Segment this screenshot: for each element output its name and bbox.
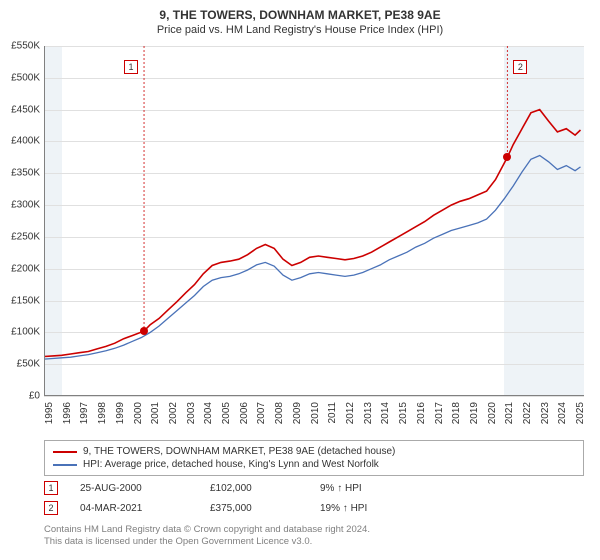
x-tick-label: 2025 — [575, 402, 586, 424]
y-tick-label: £50K — [0, 359, 40, 370]
x-tick-label: 2007 — [256, 402, 267, 424]
markers-table: 1 25-AUG-2000£102,0009% ↑ HPI 2 04-MAR-2021… — [44, 478, 584, 518]
marker-table-diff: 19% ↑ HPI — [320, 503, 440, 514]
x-tick-label: 2010 — [310, 402, 321, 424]
marker-box-2: 2 — [513, 60, 527, 74]
marker-table-row: 1 25-AUG-2000£102,0009% ↑ HPI — [44, 478, 584, 498]
x-tick-label: 2018 — [451, 402, 462, 424]
attribution-line-1: Contains HM Land Registry data © Crown c… — [44, 524, 584, 536]
marker-table-box: 2 — [44, 501, 58, 515]
x-tick-label: 2003 — [186, 402, 197, 424]
x-tick-label: 2006 — [239, 402, 250, 424]
x-tick-label: 2015 — [398, 402, 409, 424]
series-lines — [44, 46, 584, 396]
x-tick-label: 1997 — [79, 402, 90, 424]
x-tick-label: 2014 — [380, 402, 391, 424]
marker-table-date: 25-AUG-2000 — [80, 483, 210, 494]
x-axis-line — [44, 395, 584, 396]
y-tick-label: £0 — [0, 391, 40, 402]
marker-table-row: 2 04-MAR-2021£375,00019% ↑ HPI — [44, 498, 584, 518]
chart-subtitle: Price paid vs. HM Land Registry's House … — [0, 22, 600, 44]
x-tick-label: 2002 — [168, 402, 179, 424]
legend-row: 9, THE TOWERS, DOWNHAM MARKET, PE38 9AE … — [53, 445, 575, 458]
x-tick-label: 2001 — [150, 402, 161, 424]
legend-row: HPI: Average price, detached house, King… — [53, 458, 575, 471]
y-tick-label: £400K — [0, 136, 40, 147]
x-tick-label: 2011 — [327, 402, 338, 424]
y-tick-label: £550K — [0, 41, 40, 52]
y-tick-label: £250K — [0, 231, 40, 242]
x-tick-label: 2023 — [540, 402, 551, 424]
x-tick-label: 2016 — [416, 402, 427, 424]
attribution-line-2: This data is licensed under the Open Gov… — [44, 536, 584, 548]
y-tick-label: £450K — [0, 104, 40, 115]
legend-swatch — [53, 451, 77, 453]
y-tick-label: £200K — [0, 263, 40, 274]
x-tick-label: 2017 — [434, 402, 445, 424]
y-tick-label: £350K — [0, 168, 40, 179]
x-tick-label: 2012 — [345, 402, 356, 424]
plot-area: 12 — [44, 46, 584, 396]
marker-table-price: £375,000 — [210, 503, 320, 514]
marker-box-1: 1 — [124, 60, 138, 74]
marker-dot-2 — [503, 153, 511, 161]
x-tick-label: 1999 — [115, 402, 126, 424]
x-tick-label: 2000 — [133, 402, 144, 424]
marker-table-box: 1 — [44, 481, 58, 495]
x-tick-label: 2024 — [557, 402, 568, 424]
series-line-subject — [44, 110, 581, 357]
x-tick-label: 2021 — [504, 402, 515, 424]
legend-label: 9, THE TOWERS, DOWNHAM MARKET, PE38 9AE … — [83, 446, 395, 457]
marker-table-diff: 9% ↑ HPI — [320, 483, 440, 494]
legend-swatch — [53, 464, 77, 466]
x-tick-label: 2009 — [292, 402, 303, 424]
chart-container: 9, THE TOWERS, DOWNHAM MARKET, PE38 9AE … — [0, 0, 600, 560]
legend-label: HPI: Average price, detached house, King… — [83, 459, 379, 470]
x-tick-label: 2022 — [522, 402, 533, 424]
x-tick-label: 1996 — [62, 402, 73, 424]
y-tick-label: £500K — [0, 72, 40, 83]
y-tick-label: £300K — [0, 200, 40, 211]
marker-dot-1 — [140, 327, 148, 335]
y-tick-label: £150K — [0, 295, 40, 306]
x-tick-label: 2005 — [221, 402, 232, 424]
marker-table-date: 04-MAR-2021 — [80, 503, 210, 514]
x-tick-label: 2008 — [274, 402, 285, 424]
marker-table-price: £102,000 — [210, 483, 320, 494]
attribution: Contains HM Land Registry data © Crown c… — [44, 524, 584, 549]
y-tick-label: £100K — [0, 327, 40, 338]
legend: 9, THE TOWERS, DOWNHAM MARKET, PE38 9AE … — [44, 440, 584, 476]
y-axis-line — [44, 46, 45, 396]
x-tick-label: 1998 — [97, 402, 108, 424]
x-tick-label: 2004 — [203, 402, 214, 424]
x-tick-label: 2020 — [487, 402, 498, 424]
chart-title: 9, THE TOWERS, DOWNHAM MARKET, PE38 9AE — [0, 0, 600, 22]
x-tick-label: 1995 — [44, 402, 55, 424]
x-tick-label: 2013 — [363, 402, 374, 424]
x-tick-label: 2019 — [469, 402, 480, 424]
